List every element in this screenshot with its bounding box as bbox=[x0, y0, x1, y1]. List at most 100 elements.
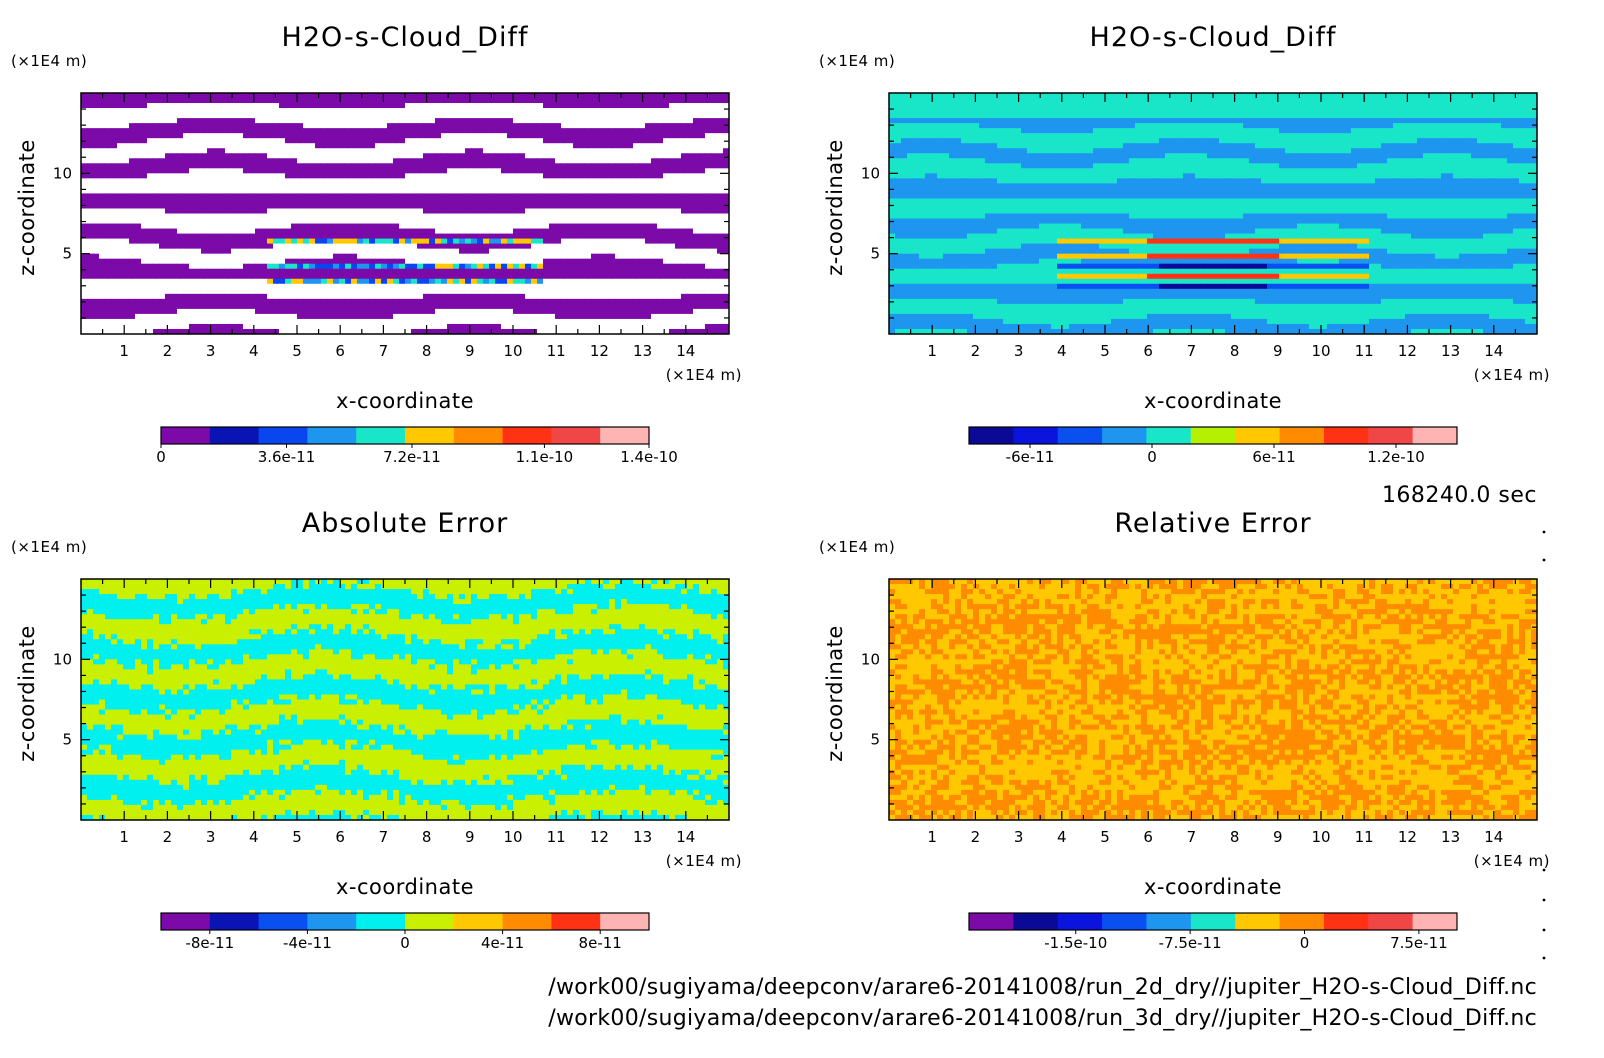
heatmap-cell bbox=[663, 188, 670, 195]
heatmap-cell bbox=[513, 218, 520, 225]
heatmap-cell bbox=[381, 283, 388, 290]
heatmap-cell bbox=[669, 313, 676, 320]
heatmap-cell bbox=[651, 288, 658, 295]
heatmap-cell bbox=[261, 263, 268, 270]
heatmap-cell bbox=[177, 233, 184, 240]
heatmap-cell bbox=[255, 113, 262, 119]
heatmap-cell bbox=[525, 113, 532, 119]
heatmap-cell bbox=[441, 163, 448, 169]
heatmap-cell bbox=[447, 268, 454, 275]
heatmap-cell bbox=[525, 318, 532, 325]
heatmap-cell bbox=[609, 203, 616, 210]
heatmap-cell bbox=[459, 228, 466, 235]
heatmap-cell bbox=[501, 103, 508, 109]
heatmap-cell bbox=[573, 98, 580, 104]
heatmap-cell bbox=[501, 108, 508, 114]
heatmap-cell bbox=[717, 148, 724, 154]
heatmap-cell bbox=[279, 133, 286, 139]
heatmap-cell bbox=[273, 138, 280, 144]
heatmap-cell bbox=[327, 243, 334, 250]
heatmap-cell bbox=[387, 118, 394, 124]
heatmap-cell bbox=[687, 158, 694, 164]
heatmap-cell bbox=[297, 133, 304, 139]
heatmap-cell bbox=[279, 128, 286, 134]
heatmap-cell bbox=[321, 313, 328, 320]
heatmap-cell bbox=[633, 148, 640, 154]
heatmap-cell bbox=[573, 178, 580, 184]
heatmap-cell bbox=[345, 223, 352, 230]
heatmap-cell bbox=[627, 198, 634, 205]
heatmap-cell bbox=[231, 303, 238, 310]
heatmap-cell bbox=[543, 278, 550, 285]
heatmap-cell bbox=[507, 98, 514, 104]
heatmap-cell bbox=[519, 258, 526, 265]
heatmap-cell bbox=[81, 258, 88, 265]
heatmap-cell bbox=[333, 243, 340, 250]
heatmap-cell bbox=[165, 203, 172, 210]
heatmap-cell bbox=[633, 263, 640, 270]
heatmap-cell bbox=[255, 203, 262, 210]
heatmap-cell bbox=[381, 123, 388, 129]
heatmap-cell bbox=[399, 168, 406, 174]
heatmap-cell bbox=[717, 213, 724, 220]
heatmap-cell bbox=[267, 283, 274, 290]
heatmap-cell bbox=[153, 203, 160, 210]
heatmap-cell bbox=[291, 298, 298, 305]
heatmap-cell bbox=[627, 93, 634, 99]
heatmap-cell bbox=[249, 133, 256, 139]
heatmap-cell bbox=[639, 253, 646, 260]
heatmap-cell bbox=[357, 143, 364, 149]
heatmap-cell bbox=[117, 128, 124, 134]
heatmap-cell bbox=[105, 158, 112, 164]
heatmap-cell bbox=[363, 223, 370, 230]
heatmap-cell bbox=[147, 173, 154, 179]
heatmap-cell bbox=[453, 143, 460, 149]
heatmap-cell bbox=[453, 108, 460, 114]
heatmap-cell bbox=[465, 303, 472, 310]
heatmap-cell bbox=[543, 148, 550, 154]
heatmap-cell bbox=[381, 268, 388, 275]
heatmap-cell bbox=[141, 203, 148, 210]
heatmap-cell bbox=[357, 263, 364, 270]
heatmap-cell bbox=[603, 263, 610, 270]
heatmap-cell bbox=[525, 158, 532, 164]
heatmap-cell bbox=[303, 273, 310, 280]
heatmap-cell bbox=[387, 188, 394, 195]
heatmap-cell bbox=[663, 113, 670, 119]
heatmap-cell bbox=[153, 173, 160, 179]
heatmap-cell bbox=[375, 203, 382, 210]
heatmap-cell bbox=[615, 183, 622, 189]
heatmap-cell bbox=[519, 118, 526, 124]
heatmap-cell bbox=[285, 298, 292, 305]
heatmap-cell bbox=[447, 203, 454, 210]
heatmap-cell bbox=[111, 318, 118, 325]
heatmap-cell bbox=[81, 133, 88, 139]
heatmap-cell bbox=[447, 293, 454, 300]
heatmap-cell bbox=[171, 108, 178, 114]
heatmap-cell bbox=[645, 198, 652, 205]
heatmap-cell bbox=[159, 323, 166, 330]
heatmap-cell bbox=[357, 163, 364, 169]
heatmap-cell bbox=[567, 98, 574, 104]
heatmap-cell bbox=[573, 208, 580, 215]
heatmap-cell bbox=[621, 93, 628, 99]
heatmap-cell bbox=[231, 123, 238, 129]
heatmap-cell bbox=[261, 318, 268, 325]
heatmap-cell bbox=[615, 218, 622, 225]
heatmap-cell bbox=[243, 118, 250, 124]
heatmap-cell bbox=[207, 313, 214, 320]
heatmap-cell bbox=[501, 308, 508, 315]
heatmap-cell bbox=[441, 318, 448, 325]
heatmap-cell bbox=[579, 268, 586, 275]
heatmap-cell bbox=[483, 188, 490, 195]
heatmap-cell bbox=[363, 248, 370, 255]
heatmap-cell bbox=[519, 298, 526, 305]
heatmap-cell bbox=[417, 178, 424, 184]
heatmap-cell bbox=[441, 238, 448, 245]
heatmap-cell bbox=[99, 323, 106, 330]
heatmap-cell bbox=[657, 273, 664, 280]
heatmap-cell bbox=[135, 128, 142, 134]
heatmap-cell bbox=[249, 148, 256, 154]
heatmap-cell bbox=[657, 103, 664, 109]
heatmap-cell bbox=[351, 223, 358, 230]
